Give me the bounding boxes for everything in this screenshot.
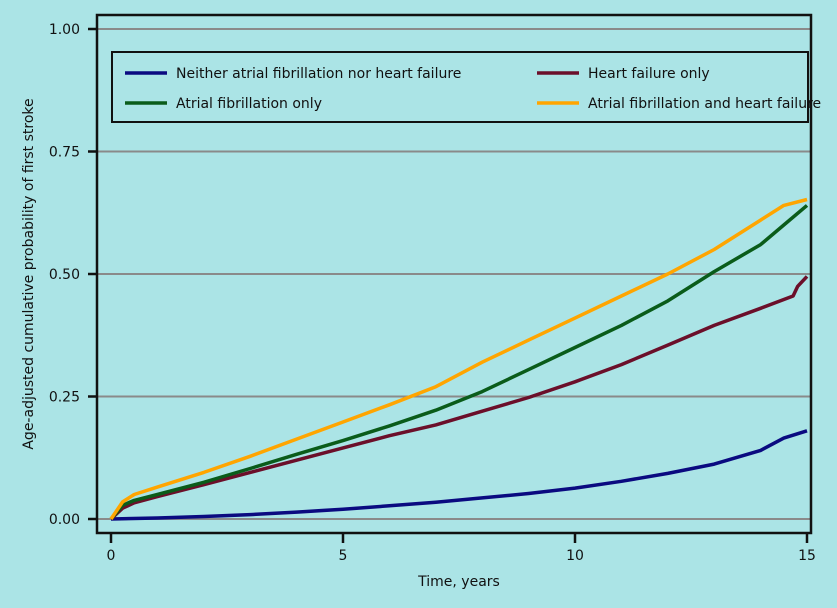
y-tick-label: 0.50 [49,267,80,283]
series-line-0 [110,429,808,521]
legend-label: Atrial fibrillation and heart failure [588,96,821,112]
y-tick-label: 0.25 [49,390,80,406]
y-axis-label: Age-adjusted cumulative probability of f… [21,98,37,449]
y-axis: 0.00 0.25 0.50 0.75 1.00 [49,22,97,528]
y-tick-label: 0.00 [49,512,80,528]
legend: Neither atrial fibrillation nor heart fa… [111,51,821,123]
legend-label: Heart failure only [588,66,710,82]
series-lines [109,197,809,521]
x-tick-label: 5 [339,548,348,564]
x-tick-label: 15 [798,548,816,564]
x-axis: 0 5 10 15 [107,533,816,564]
legend-label: Neither atrial fibrillation nor heart fa… [176,66,461,82]
x-tick-label: 0 [107,548,116,564]
y-tick-label: 1.00 [49,22,80,38]
legend-label: Atrial fibrillation only [176,96,322,112]
x-axis-label: Time, years [417,574,500,590]
series-line-1 [109,275,809,521]
series-line-3 [109,197,808,520]
y-tick-label: 0.75 [49,145,80,161]
x-tick-label: 10 [566,548,584,564]
gridlines [97,28,811,520]
series-line-2 [109,204,809,521]
